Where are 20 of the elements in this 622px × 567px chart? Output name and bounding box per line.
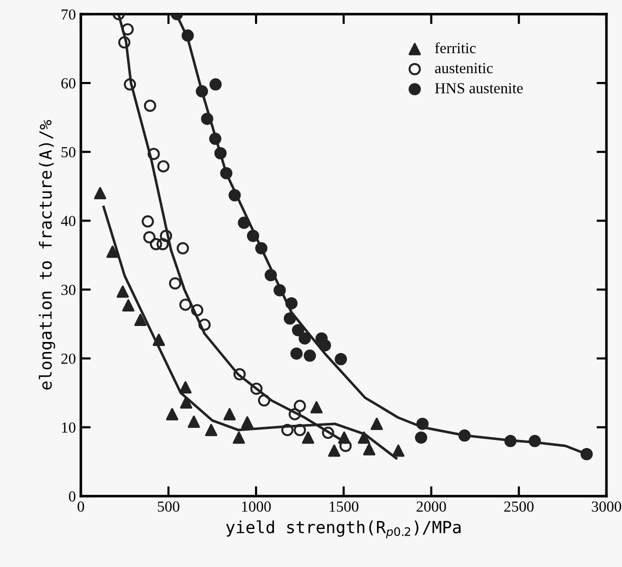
- y-tick-label: 60: [61, 78, 76, 88]
- legend-label: ferritic: [435, 42, 476, 54]
- y-tick-label: 0: [68, 491, 76, 502]
- x-tick-label: 500: [158, 501, 180, 512]
- x-tick-label: 2500: [504, 501, 534, 512]
- y-tick-label: 50: [62, 147, 76, 158]
- y-tick-label: 20: [61, 354, 76, 364]
- y-tick-label: 10: [62, 422, 76, 433]
- x-tick-label: 0: [78, 501, 84, 512]
- x-tick-label: 1000: [242, 501, 271, 512]
- y-tick-label: 40: [61, 216, 76, 226]
- y-tick-label: 70: [62, 9, 76, 20]
- y-tick-label: 30: [61, 284, 76, 296]
- legend-label: austenitic: [435, 63, 493, 74]
- x-tick-label: 1500: [330, 501, 358, 512]
- y-axis-title: elongation to fracture(A)/%: [38, 120, 56, 390]
- legend-label: HNS austenite: [435, 83, 523, 94]
- x-tick-label: 3000: [592, 501, 622, 512]
- x-tick-label: 2000: [416, 501, 446, 512]
- x-axis-title: yield strength(R$_{p0.2}$)/MPa: [226, 520, 461, 538]
